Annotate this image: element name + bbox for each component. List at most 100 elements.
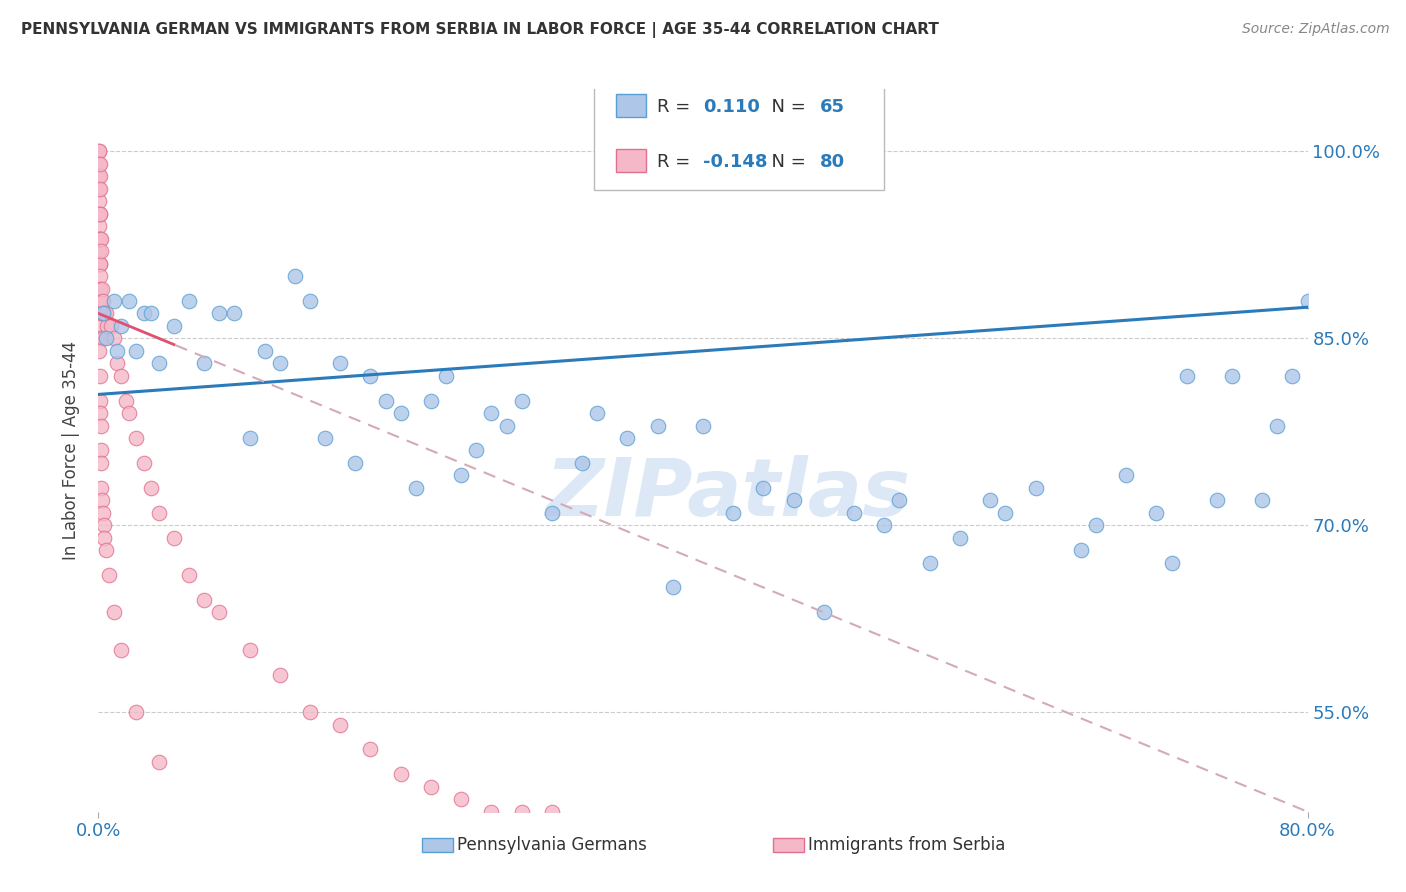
Text: R =: R = [657, 97, 696, 116]
Point [889, 493, 911, 508]
Text: -0.148: -0.148 [703, 153, 768, 171]
Point [918, 556, 941, 570]
Point [91, 493, 114, 508]
Point [118, 293, 141, 308]
Point [163, 318, 186, 333]
Point [91, 331, 114, 345]
Point [314, 431, 336, 445]
Point [89, 318, 111, 333]
Point [299, 705, 322, 719]
Point [360, 368, 382, 383]
Point [269, 356, 291, 370]
Point [89, 293, 111, 308]
Point [1115, 468, 1137, 483]
Point [465, 443, 488, 458]
Point [1085, 518, 1108, 533]
Point [89, 145, 111, 159]
Point [103, 293, 125, 308]
Point [89, 232, 111, 246]
Point [813, 606, 835, 620]
Point [692, 418, 714, 433]
Point [616, 431, 638, 445]
Point [193, 593, 215, 607]
Point [89, 306, 111, 320]
Point [1251, 493, 1274, 508]
Point [89, 268, 111, 283]
Point [89, 219, 111, 234]
Point [208, 306, 231, 320]
Point [89, 244, 111, 259]
Point [148, 356, 170, 370]
Point [844, 506, 866, 520]
Point [89, 257, 111, 271]
Point [1070, 543, 1092, 558]
Point [89, 257, 111, 271]
Point [93, 531, 115, 545]
Point [91, 506, 114, 520]
Point [420, 393, 443, 408]
Text: 0.110: 0.110 [703, 97, 759, 116]
Point [90, 443, 112, 458]
Point [114, 393, 136, 408]
Point [132, 456, 155, 470]
Point [91, 306, 114, 320]
Point [89, 343, 111, 358]
Point [389, 406, 412, 420]
Point [141, 306, 163, 320]
Point [1267, 418, 1289, 433]
Point [374, 393, 396, 408]
Point [148, 755, 170, 769]
Point [89, 145, 111, 159]
Point [100, 318, 122, 333]
Point [434, 368, 457, 383]
Point [110, 368, 132, 383]
Point [89, 393, 111, 408]
Point [89, 232, 111, 246]
Point [179, 568, 201, 582]
Text: Pennsylvania Germans: Pennsylvania Germans [457, 836, 647, 854]
Point [994, 506, 1017, 520]
Point [329, 356, 352, 370]
Point [103, 331, 125, 345]
FancyBboxPatch shape [616, 94, 647, 117]
Point [450, 468, 472, 483]
Point [179, 293, 201, 308]
Point [163, 531, 186, 545]
Point [510, 805, 533, 819]
FancyBboxPatch shape [595, 82, 884, 190]
Point [89, 169, 111, 184]
Point [253, 343, 276, 358]
Point [90, 481, 112, 495]
Text: N =: N = [759, 97, 811, 116]
Point [125, 343, 148, 358]
Point [90, 232, 112, 246]
Point [89, 182, 111, 196]
Point [1175, 368, 1198, 383]
Text: Immigrants from Serbia: Immigrants from Serbia [808, 836, 1005, 854]
Point [540, 805, 562, 819]
Point [103, 606, 125, 620]
Point [105, 356, 128, 370]
Point [1220, 368, 1243, 383]
Point [949, 531, 972, 545]
Point [1281, 368, 1303, 383]
Point [873, 518, 896, 533]
Text: Source: ZipAtlas.com: Source: ZipAtlas.com [1241, 22, 1389, 37]
Text: R =: R = [657, 153, 696, 171]
Text: 65: 65 [820, 97, 845, 116]
Point [344, 456, 367, 470]
Point [481, 805, 503, 819]
Point [723, 506, 745, 520]
Point [118, 406, 141, 420]
Point [89, 257, 111, 271]
Point [450, 792, 472, 806]
Point [89, 207, 111, 221]
Point [89, 207, 111, 221]
Point [481, 406, 503, 420]
Point [110, 318, 132, 333]
Point [94, 306, 117, 320]
Point [89, 157, 111, 171]
Point [89, 207, 111, 221]
Point [93, 306, 115, 320]
Point [647, 418, 669, 433]
